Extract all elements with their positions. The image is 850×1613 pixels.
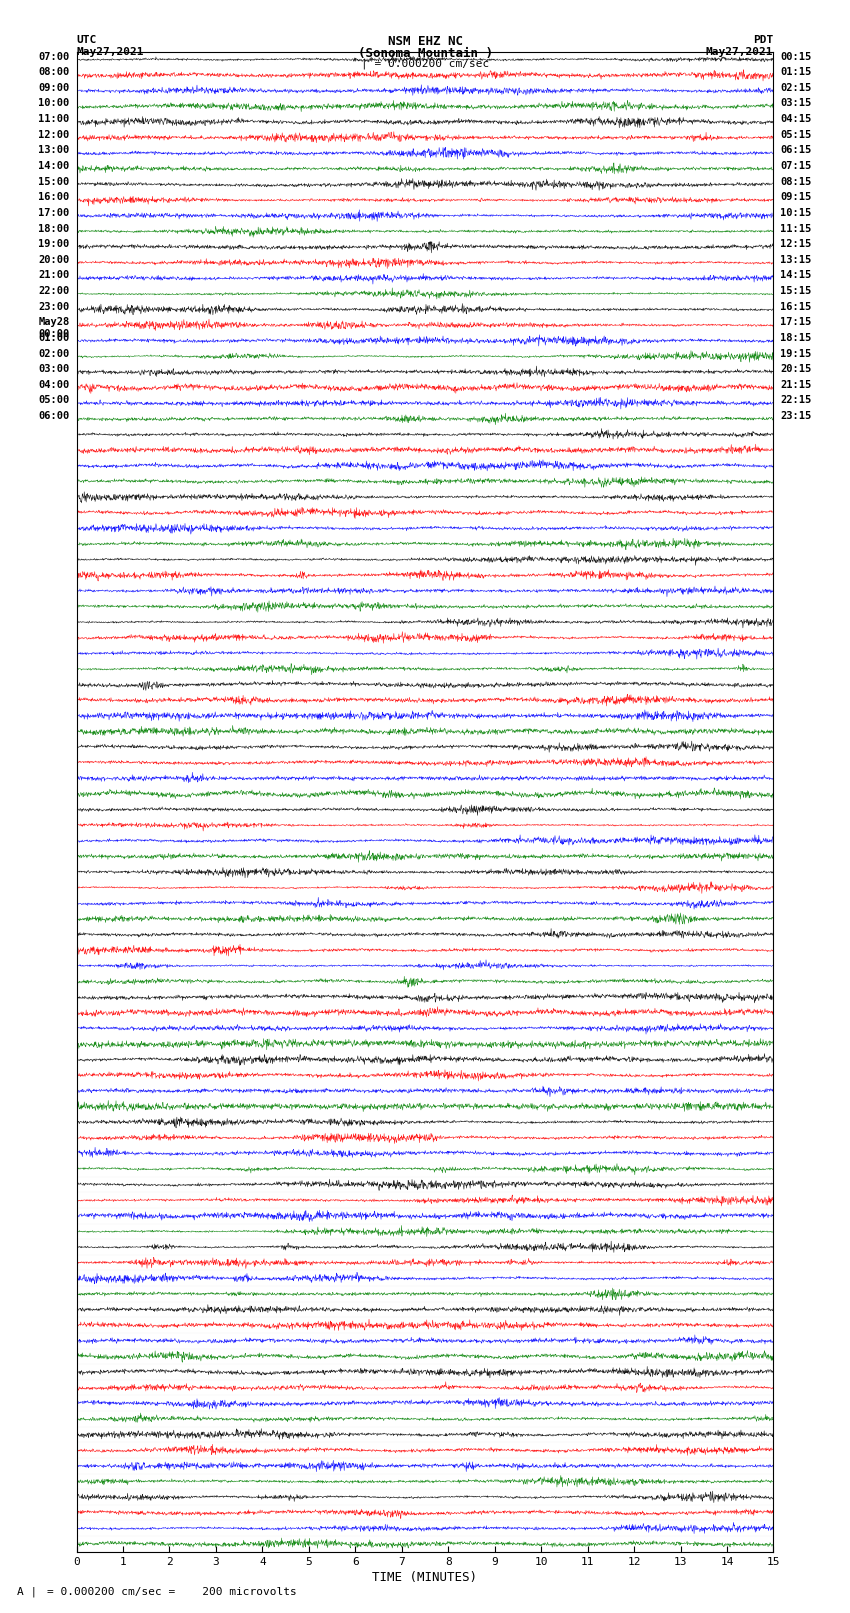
Text: 10:15: 10:15 <box>780 208 812 218</box>
Text: 06:00: 06:00 <box>38 411 70 421</box>
Text: 18:15: 18:15 <box>780 332 812 344</box>
Text: 07:15: 07:15 <box>780 161 812 171</box>
Text: 16:15: 16:15 <box>780 302 812 311</box>
Text: UTC: UTC <box>76 35 97 45</box>
Text: 08:15: 08:15 <box>780 177 812 187</box>
Text: 12:15: 12:15 <box>780 239 812 248</box>
Text: 20:15: 20:15 <box>780 365 812 374</box>
Text: 05:15: 05:15 <box>780 129 812 140</box>
Text: 23:00: 23:00 <box>38 302 70 311</box>
Text: NSM EHZ NC: NSM EHZ NC <box>388 35 462 48</box>
Text: 23:15: 23:15 <box>780 411 812 421</box>
Text: (Sonoma Mountain ): (Sonoma Mountain ) <box>358 47 492 60</box>
Text: 04:00: 04:00 <box>38 379 70 390</box>
Text: 04:15: 04:15 <box>780 115 812 124</box>
Text: 03:15: 03:15 <box>780 98 812 108</box>
Text: 17:15: 17:15 <box>780 318 812 327</box>
Text: 07:00: 07:00 <box>38 52 70 61</box>
Text: 01:15: 01:15 <box>780 68 812 77</box>
Text: 03:00: 03:00 <box>38 365 70 374</box>
Text: 02:00: 02:00 <box>38 348 70 358</box>
Text: | = 0.000200 cm/sec: | = 0.000200 cm/sec <box>361 58 489 69</box>
Text: 14:00: 14:00 <box>38 161 70 171</box>
Text: 14:15: 14:15 <box>780 271 812 281</box>
Text: 11:00: 11:00 <box>38 115 70 124</box>
Text: 12:00: 12:00 <box>38 129 70 140</box>
Text: 01:00: 01:00 <box>38 332 70 344</box>
Text: PDT: PDT <box>753 35 774 45</box>
Text: 19:00: 19:00 <box>38 239 70 248</box>
Text: 11:15: 11:15 <box>780 224 812 234</box>
Text: 00:15: 00:15 <box>780 52 812 61</box>
Text: May28
00:00: May28 00:00 <box>38 318 70 339</box>
Text: May27,2021: May27,2021 <box>76 47 144 56</box>
Text: 13:15: 13:15 <box>780 255 812 265</box>
Text: 08:00: 08:00 <box>38 68 70 77</box>
Text: 02:15: 02:15 <box>780 82 812 94</box>
Text: 22:15: 22:15 <box>780 395 812 405</box>
Text: 05:00: 05:00 <box>38 395 70 405</box>
Text: A |: A | <box>17 1586 37 1597</box>
Text: 21:15: 21:15 <box>780 379 812 390</box>
Text: 15:15: 15:15 <box>780 286 812 297</box>
Text: = 0.000200 cm/sec =    200 microvolts: = 0.000200 cm/sec = 200 microvolts <box>47 1587 297 1597</box>
Text: 09:00: 09:00 <box>38 82 70 94</box>
Text: May27,2021: May27,2021 <box>706 47 774 56</box>
Text: 15:00: 15:00 <box>38 177 70 187</box>
Text: 16:00: 16:00 <box>38 192 70 202</box>
Text: 19:15: 19:15 <box>780 348 812 358</box>
Text: 22:00: 22:00 <box>38 286 70 297</box>
Text: 13:00: 13:00 <box>38 145 70 155</box>
Text: 09:15: 09:15 <box>780 192 812 202</box>
Text: 10:00: 10:00 <box>38 98 70 108</box>
Text: 20:00: 20:00 <box>38 255 70 265</box>
Text: 21:00: 21:00 <box>38 271 70 281</box>
Text: 17:00: 17:00 <box>38 208 70 218</box>
Text: 18:00: 18:00 <box>38 224 70 234</box>
X-axis label: TIME (MINUTES): TIME (MINUTES) <box>372 1571 478 1584</box>
Text: 06:15: 06:15 <box>780 145 812 155</box>
